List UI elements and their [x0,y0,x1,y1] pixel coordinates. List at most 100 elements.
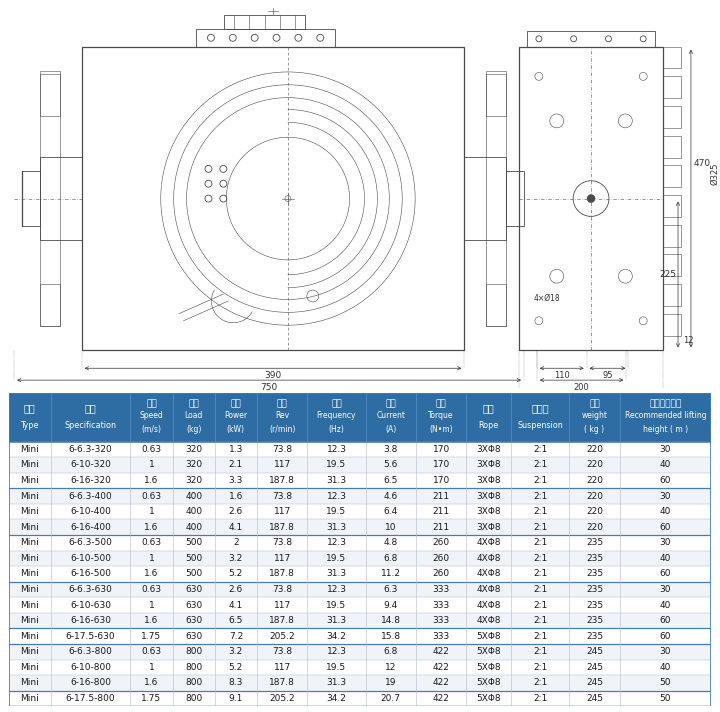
Text: 110: 110 [554,371,570,380]
Text: 4.1: 4.1 [229,523,243,532]
Bar [663,47,681,68]
Bar [9,644,711,659]
Text: 5XΦ8: 5XΦ8 [477,663,501,672]
Text: Mini: Mini [20,679,39,688]
Text: 500: 500 [185,538,202,548]
Text: 630: 630 [185,616,202,625]
Text: 绳规: 绳规 [482,403,495,413]
Text: Mini: Mini [20,616,39,625]
Text: 频率: 频率 [331,399,342,409]
Bar [40,284,60,325]
Text: 187.8: 187.8 [269,476,295,485]
Text: 211: 211 [433,507,450,516]
Text: 400: 400 [185,491,202,501]
Text: 3.2: 3.2 [229,554,243,563]
Text: 4.6: 4.6 [384,491,398,501]
Text: 260: 260 [433,538,450,548]
Text: 1: 1 [148,554,154,563]
Text: (A): (A) [385,425,397,434]
Text: 2:1: 2:1 [533,507,547,516]
Bar [9,613,711,629]
Text: 2:1: 2:1 [533,570,547,578]
Text: 235: 235 [586,585,603,594]
Text: 功率: 功率 [230,399,241,409]
Text: 3XΦ8: 3XΦ8 [477,491,501,501]
Text: 60: 60 [660,523,671,532]
Text: 31.3: 31.3 [326,523,346,532]
Text: 3.8: 3.8 [384,445,398,454]
Text: Frequency: Frequency [317,412,356,420]
Bar [486,74,506,116]
Text: 1: 1 [148,507,154,516]
Text: (kW): (kW) [227,425,245,434]
Text: 320: 320 [185,476,202,485]
Text: 211: 211 [433,491,450,501]
Text: 630: 630 [185,632,202,641]
Text: 9.1: 9.1 [229,694,243,703]
Text: 220: 220 [586,461,603,469]
Text: 2:1: 2:1 [533,663,547,672]
Text: 2.6: 2.6 [229,507,243,516]
Text: 6.8: 6.8 [384,554,398,563]
Text: 333: 333 [433,585,450,594]
Text: 220: 220 [586,491,603,501]
Bar [22,171,40,226]
Bar [9,582,711,597]
Text: 型号: 型号 [24,403,35,413]
Text: 6-17.5-630: 6-17.5-630 [66,632,115,641]
Bar [224,15,305,29]
Text: 470: 470 [694,159,711,169]
Text: 4.8: 4.8 [384,538,398,548]
Text: Mini: Mini [20,632,39,641]
Text: 390: 390 [264,371,282,380]
Bar [9,473,711,488]
Text: 4.1: 4.1 [229,601,243,609]
Text: (N•m): (N•m) [429,425,453,434]
Text: Mini: Mini [20,476,39,485]
Text: 400: 400 [185,507,202,516]
Text: 2:1: 2:1 [533,632,547,641]
Text: 5XΦ8: 5XΦ8 [477,647,501,656]
Text: 50: 50 [660,694,671,703]
Text: 0.63: 0.63 [141,491,161,501]
Text: 50: 50 [660,679,671,688]
Text: Mini: Mini [20,601,39,609]
Text: 5.2: 5.2 [229,663,243,672]
Text: 1.6: 1.6 [229,491,243,501]
Text: 6-10-800: 6-10-800 [70,663,111,672]
Bar [9,393,711,441]
Bar [9,659,711,675]
Text: 170: 170 [433,476,450,485]
Text: 转矩: 转矩 [436,399,446,409]
Text: 117: 117 [274,461,291,469]
Text: 7.2: 7.2 [229,632,243,641]
Bar [9,504,711,520]
Text: 205.2: 205.2 [269,694,295,703]
Text: Mini: Mini [20,663,39,672]
Text: 曳引比: 曳引比 [531,403,549,413]
Text: Mini: Mini [20,523,39,532]
Text: 19.5: 19.5 [326,461,346,469]
Text: 235: 235 [586,570,603,578]
Text: 60: 60 [660,616,671,625]
Text: 170: 170 [433,445,450,454]
Text: 422: 422 [433,694,449,703]
Text: 2.1: 2.1 [229,461,243,469]
Text: 6-6.3-800: 6-6.3-800 [68,647,112,656]
Text: 60: 60 [660,632,671,641]
Text: 6-6.3-630: 6-6.3-630 [68,585,112,594]
Text: 205.2: 205.2 [269,632,295,641]
Text: 6-10-630: 6-10-630 [70,601,111,609]
Text: 73.8: 73.8 [272,538,292,548]
Text: 2:1: 2:1 [533,538,547,548]
Bar [40,71,60,325]
Text: 422: 422 [433,647,449,656]
Text: 30: 30 [660,491,671,501]
Text: 235: 235 [586,554,603,563]
Text: 2:1: 2:1 [533,554,547,563]
Text: 500: 500 [185,554,202,563]
Text: Specification: Specification [65,421,117,429]
Text: 31.3: 31.3 [326,476,346,485]
Bar [663,314,681,335]
Text: 推荐提升高度: 推荐提升高度 [649,399,682,409]
